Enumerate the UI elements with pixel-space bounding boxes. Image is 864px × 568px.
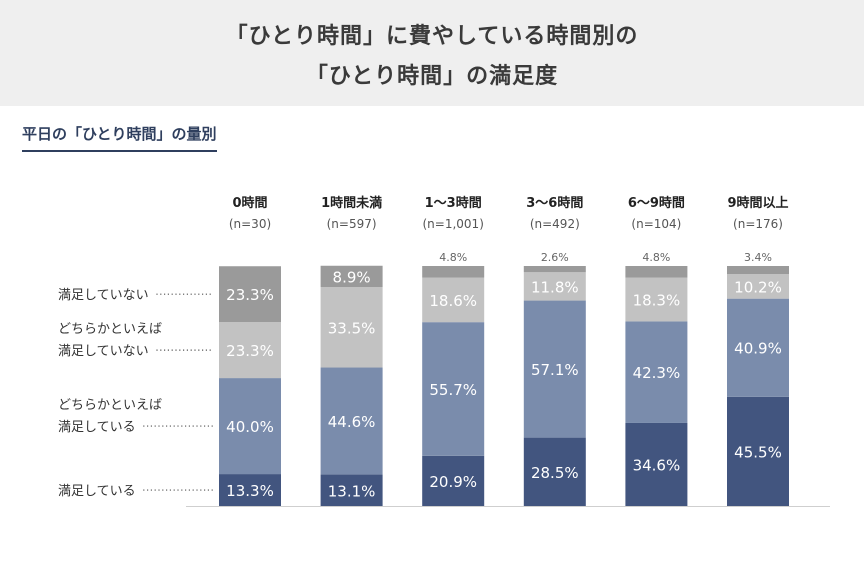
data-label: 10.2% <box>734 278 782 296</box>
bar-segment <box>523 272 586 301</box>
bar-segment <box>625 422 688 506</box>
bar-segment <box>219 378 281 475</box>
data-label: 42.3% <box>633 364 681 382</box>
data-label: 45.5% <box>734 443 782 461</box>
sample-size-label: (n=30) <box>229 217 271 231</box>
category-label: 6〜9時間 <box>628 195 685 211</box>
bar-segment <box>422 322 485 456</box>
bar-segment <box>727 396 789 506</box>
bar-segment <box>727 298 789 397</box>
sample-size-label: (n=104) <box>631 217 681 231</box>
bar-segment <box>320 474 383 506</box>
data-label: 55.7% <box>429 381 477 399</box>
chart-subtitle: 平日の「ひとり時間」の量別 <box>22 123 217 152</box>
data-label: 40.0% <box>226 418 274 436</box>
legend-label: 満足している <box>58 420 136 435</box>
data-label: 18.3% <box>633 291 681 309</box>
sample-size-label: (n=597) <box>327 217 377 231</box>
data-label: 28.5% <box>531 464 579 482</box>
bar-segment <box>625 321 688 423</box>
bar-segment <box>422 266 485 278</box>
data-label: 18.6% <box>429 292 477 310</box>
legend-label: どちらかといえば <box>58 322 162 337</box>
data-label: 23.3% <box>226 342 274 360</box>
data-label: 33.5% <box>328 319 376 337</box>
data-label: 4.8% <box>439 251 467 264</box>
sample-size-label: (n=1,001) <box>423 217 484 231</box>
data-label: 34.6% <box>633 456 681 474</box>
bar-segment <box>320 367 383 475</box>
data-label: 20.9% <box>429 473 477 491</box>
title-band <box>0 0 864 106</box>
bar-segment <box>422 455 485 506</box>
data-label: 40.9% <box>734 340 782 358</box>
bar-segment <box>219 474 281 506</box>
category-label: 3〜6時間 <box>526 195 583 211</box>
bar-segment <box>320 265 383 288</box>
data-label: 13.1% <box>328 482 376 500</box>
data-label: 4.8% <box>642 251 670 264</box>
data-label: 3.4% <box>744 251 772 264</box>
category-label: 9時間以上 <box>727 195 788 211</box>
bar-segment <box>523 437 586 506</box>
legend-label: 満足していない <box>58 344 149 359</box>
bar-segment <box>625 266 688 278</box>
legend-label: どちらかといえば <box>58 398 162 413</box>
bar-segment <box>320 287 383 368</box>
category-label: 0時間 <box>232 195 267 211</box>
data-label: 11.8% <box>531 278 579 296</box>
category-label: 1時間未満 <box>321 195 382 211</box>
bar-segment <box>219 322 281 379</box>
chart-title-line-1: 「ひとり時間」に費やしている時間別の <box>225 24 639 49</box>
category-label: 1〜3時間 <box>425 195 482 211</box>
bar-segment <box>219 266 281 323</box>
data-label: 44.6% <box>328 413 376 431</box>
data-label: 57.1% <box>531 361 579 379</box>
bar-segment <box>523 266 586 273</box>
legend-label: 満足していない <box>58 288 149 303</box>
legend-label: 満足している <box>58 484 136 499</box>
sample-size-label: (n=176) <box>733 217 783 231</box>
sample-size-label: (n=492) <box>530 217 580 231</box>
bar-segment <box>625 277 688 322</box>
bar-segment <box>727 274 789 299</box>
bar-segment <box>727 266 789 275</box>
data-label: 13.3% <box>226 482 274 500</box>
bar-segment <box>422 277 485 323</box>
data-label: 2.6% <box>541 251 569 264</box>
chart-title-line-2: 「ひとり時間」の満足度 <box>305 64 559 89</box>
data-label: 23.3% <box>226 286 274 304</box>
data-label: 8.9% <box>333 268 371 286</box>
bar-segment <box>523 300 586 438</box>
